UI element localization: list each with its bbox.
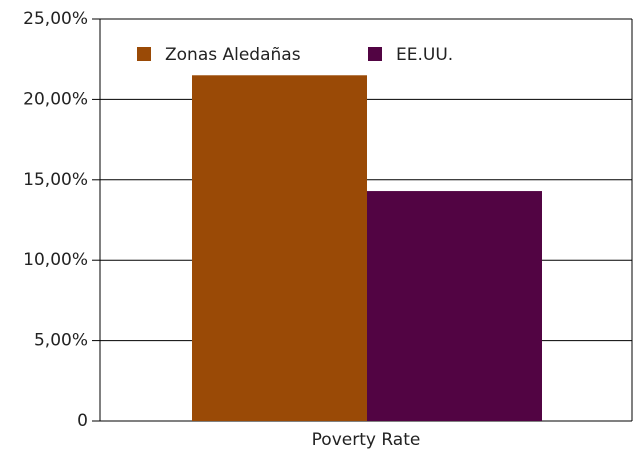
y-tick-label: 25,00% [23, 9, 88, 29]
x-tick-label: Poverty Rate [312, 430, 421, 450]
y-tick-label: 20,00% [23, 89, 88, 109]
legend-label: Zonas Aledañas [165, 45, 301, 65]
legend-swatch [137, 47, 151, 61]
y-tick-label: 5,00% [34, 331, 88, 351]
y-tick-label: 15,00% [23, 170, 88, 190]
y-tick-label: 10,00% [23, 250, 88, 270]
legend-label: EE.UU. [396, 45, 453, 65]
y-tick-label: 0 [77, 411, 88, 431]
bar [367, 191, 542, 421]
bar [192, 75, 367, 421]
legend-swatch [368, 47, 382, 61]
